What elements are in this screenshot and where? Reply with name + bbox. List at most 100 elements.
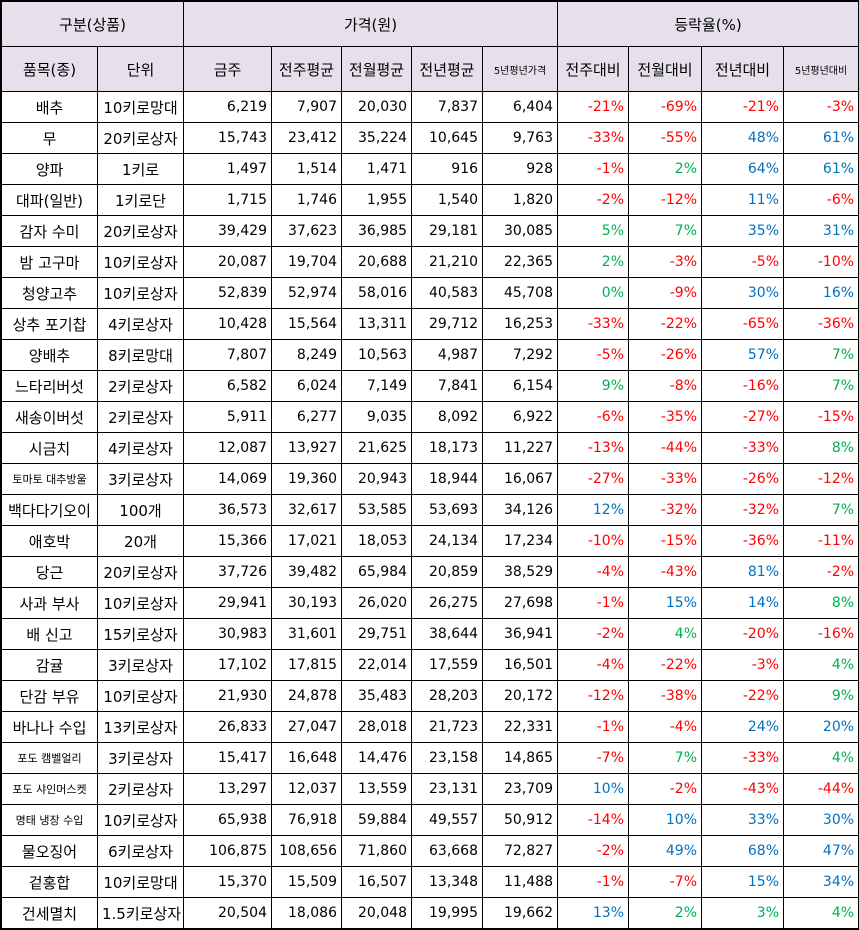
cell-this-week: 106,875 [183, 835, 272, 867]
cell-item: 단감 부유 [1, 680, 98, 712]
cell-this-week: 10,428 [183, 308, 272, 340]
header-group-item: 구분(상품) [1, 1, 184, 47]
cell-item: 물오징어 [1, 835, 98, 867]
cell-prev-week: 23,412 [271, 122, 342, 154]
cell-vs-year: -65% [701, 308, 784, 340]
cell-vs-five: -11% [782, 525, 859, 557]
cell-this-week: 12,087 [183, 432, 272, 464]
cell-vs-year: -27% [701, 401, 784, 433]
cell-prev-year: 1,540 [411, 184, 483, 216]
cell-this-week: 6,582 [183, 370, 272, 402]
cell-vs-week: -7% [557, 742, 629, 774]
cell-item: 대파(일반) [1, 184, 98, 216]
cell-unit: 10키로망대 [97, 91, 184, 123]
cell-unit: 2키로상자 [97, 401, 184, 433]
cell-vs-five: -10% [782, 246, 859, 278]
cell-vs-week: 9% [557, 370, 629, 402]
cell-prev-month: 1,955 [341, 184, 412, 216]
cell-item: 느타리버섯 [1, 370, 98, 402]
col-header-vs-month: 전월대비 [628, 46, 702, 92]
header-group-change: 등락율(%) [556, 1, 859, 47]
cell-five-year: 16,253 [482, 308, 558, 340]
cell-vs-five: -15% [782, 401, 859, 433]
cell-prev-week: 18,086 [271, 897, 342, 929]
cell-prev-year: 18,173 [411, 432, 483, 464]
cell-prev-month: 20,048 [341, 897, 412, 929]
cell-vs-month: -44% [628, 432, 702, 464]
cell-vs-year: 33% [701, 804, 784, 836]
cell-prev-year: 29,712 [411, 308, 483, 340]
table-row: 사과 부사 10키로상자 29,941 30,193 26,020 26,275 27,69… [1, 587, 859, 619]
cell-item: 명태 냉장 수입 [1, 804, 98, 836]
cell-vs-week: -1% [557, 866, 629, 898]
cell-unit: 2키로상자 [97, 773, 184, 805]
cell-prev-month: 18,053 [341, 525, 412, 557]
table-body: 배추 10키로망대 6,219 7,907 20,030 7,837 6,404 -21% -6… [1, 91, 859, 929]
cell-unit: 10키로상자 [97, 246, 184, 278]
table-row: 당근 20키로상자 37,726 39,482 65,984 20,859 38,529 -4… [1, 556, 859, 588]
cell-prev-year: 916 [411, 153, 483, 185]
cell-vs-five: 31% [782, 215, 859, 247]
table-row: 바나나 수입 13키로상자 26,833 27,047 28,018 21,723 22,3… [1, 711, 859, 743]
cell-prev-month: 20,943 [341, 463, 412, 495]
col-header-this-week: 금주 [183, 46, 272, 92]
cell-prev-year: 17,559 [411, 649, 483, 681]
table-row: 상추 포기찹 4키로상자 10,428 15,564 13,311 29,712 16,25… [1, 308, 859, 340]
cell-unit: 10키로망대 [97, 866, 184, 898]
cell-this-week: 15,366 [183, 525, 272, 557]
cell-vs-five: -3% [782, 91, 859, 123]
cell-vs-week: -33% [557, 122, 629, 154]
table-row: 감자 수미 20키로상자 39,429 37,623 36,985 29,181 30,08… [1, 215, 859, 247]
cell-prev-week: 16,648 [271, 742, 342, 774]
cell-item: 새송이버섯 [1, 401, 98, 433]
table-row: 포도 샤인머스켓 2키로상자 13,297 12,037 13,559 23,131 23,… [1, 773, 859, 805]
cell-vs-five: 4% [782, 649, 859, 681]
cell-prev-month: 36,985 [341, 215, 412, 247]
cell-prev-week: 17,021 [271, 525, 342, 557]
cell-vs-week: -4% [557, 649, 629, 681]
cell-vs-month: -69% [628, 91, 702, 123]
cell-prev-year: 63,668 [411, 835, 483, 867]
cell-prev-week: 76,918 [271, 804, 342, 836]
cell-vs-year: 11% [701, 184, 784, 216]
cell-prev-year: 49,557 [411, 804, 483, 836]
cell-vs-year: -26% [701, 463, 784, 495]
cell-vs-five: 7% [782, 339, 859, 371]
cell-unit: 10키로상자 [97, 587, 184, 619]
cell-vs-year: -32% [701, 494, 784, 526]
cell-unit: 4키로상자 [97, 308, 184, 340]
cell-this-week: 30,983 [183, 618, 272, 650]
cell-unit: 3키로상자 [97, 463, 184, 495]
cell-item: 시금치 [1, 432, 98, 464]
cell-vs-five: 4% [782, 897, 859, 929]
cell-prev-year: 7,841 [411, 370, 483, 402]
cell-vs-five: 4% [782, 742, 859, 774]
cell-vs-month: -26% [628, 339, 702, 371]
table-row: 양파 1키로 1,497 1,514 1,471 916 928 -1% 2% 64% 61% [1, 153, 859, 185]
cell-five-year: 34,126 [482, 494, 558, 526]
cell-unit: 10키로상자 [97, 680, 184, 712]
cell-vs-month: -3% [628, 246, 702, 278]
cell-vs-month: -7% [628, 866, 702, 898]
col-header-vs-week: 전주대비 [557, 46, 629, 92]
cell-prev-week: 8,249 [271, 339, 342, 371]
cell-prev-month: 16,507 [341, 866, 412, 898]
cell-this-week: 14,069 [183, 463, 272, 495]
cell-item: 겉홍합 [1, 866, 98, 898]
cell-prev-week: 37,623 [271, 215, 342, 247]
table-row: 새송이버섯 2키로상자 5,911 6,277 9,035 8,092 6,922 -6% -3… [1, 401, 859, 433]
cell-vs-year: 30% [701, 277, 784, 309]
cell-vs-week: -1% [557, 587, 629, 619]
col-header-unit: 단위 [97, 46, 184, 92]
cell-prev-week: 6,277 [271, 401, 342, 433]
cell-vs-five: 9% [782, 680, 859, 712]
cell-unit: 10키로상자 [97, 277, 184, 309]
col-header-prev-week: 전주평균 [271, 46, 342, 92]
cell-vs-five: -36% [782, 308, 859, 340]
header-group-price: 가격(원) [183, 1, 558, 47]
col-header-prev-year: 전년평균 [411, 46, 483, 92]
cell-unit: 6키로상자 [97, 835, 184, 867]
table-row: 배추 10키로망대 6,219 7,907 20,030 7,837 6,404 -21% -6… [1, 91, 859, 123]
cell-vs-month: 7% [628, 215, 702, 247]
